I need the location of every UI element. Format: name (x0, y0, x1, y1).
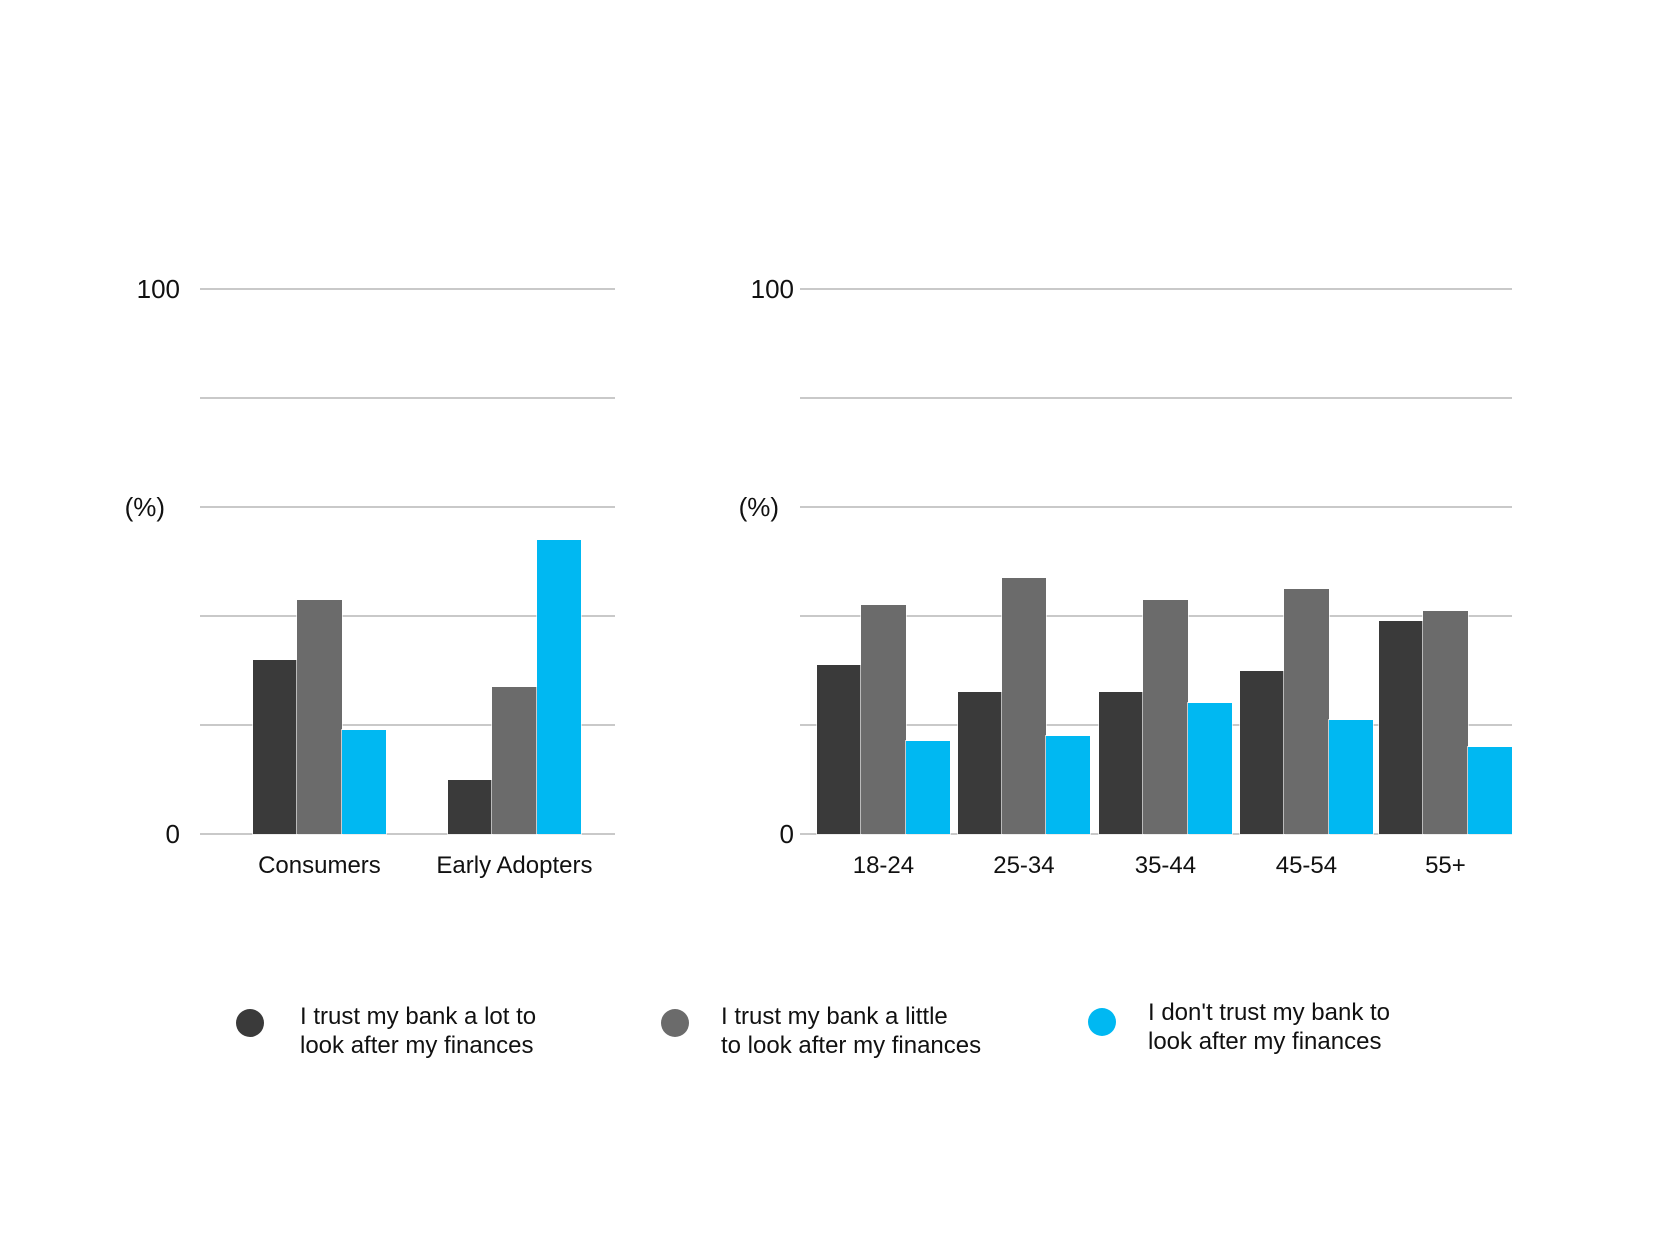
bar-gray-55+ (1423, 610, 1468, 834)
category-label-45-54: 45-54 (1275, 852, 1338, 879)
gridline-80 (800, 397, 1512, 399)
y-tick-0: 0 (779, 819, 794, 849)
legend-item-dont-trust: I don't trust my bank to look after my f… (1088, 999, 1408, 1068)
y-tick-100: 100 (750, 274, 794, 304)
y-tick-0: 0 (165, 819, 180, 849)
bar-cyan-35-44 (1187, 703, 1232, 834)
y-tick-100: 100 (136, 274, 180, 304)
gridline-100 (800, 288, 1512, 290)
legend-label-line: look after my finances (300, 1032, 534, 1059)
gridline-20 (200, 724, 615, 726)
bar-dark-55+ (1379, 621, 1424, 834)
gridline-60 (800, 506, 1512, 508)
gridline-40 (200, 615, 615, 617)
bar-dark-35-44 (1099, 692, 1144, 834)
bar-dark-Consumers (253, 659, 298, 834)
legend-label-line: look after my finances (1148, 1028, 1382, 1055)
bar-dark-45-54 (1240, 670, 1285, 834)
bar-gray-Consumers (297, 599, 342, 834)
category-label-25-34: 25-34 (993, 852, 1055, 879)
legend-label-line: I trust my bank a lot to (300, 1003, 537, 1030)
gridline-0 (800, 833, 1512, 835)
y-axis-unit-label: (%) (738, 492, 779, 522)
legend-swatch-trust-a-little-icon (661, 1009, 689, 1037)
bar-gray-35-44 (1143, 599, 1188, 834)
category-label-35-44: 35-44 (1134, 852, 1197, 879)
legend-swatch-dont-trust-icon (1088, 1008, 1116, 1036)
bar-cyan-Consumers (341, 730, 386, 834)
legend-label-line: to look after my finances (721, 1032, 982, 1059)
legend-item-trust-a-lot: I trust my bank a lot to look after my f… (236, 1003, 556, 1069)
bar-cyan-Early Adopters (536, 539, 581, 834)
gridline-100 (200, 288, 615, 290)
category-label-18-24: 18-24 (852, 852, 915, 879)
bar-gray-Early Adopters (492, 686, 537, 834)
y-axis-unit-label: (%) (124, 492, 165, 522)
bar-dark-25-34 (957, 692, 1002, 834)
bar-cyan-25-34 (1046, 735, 1091, 834)
gridline-80 (200, 397, 615, 399)
legend-label-line: I don't trust my bank to (1148, 999, 1391, 1026)
bar-cyan-45-54 (1328, 719, 1373, 834)
bar-dark-18-24 (817, 665, 862, 834)
legend-item-trust-a-little: I trust my bank a little to look after m… (661, 1003, 982, 1069)
bar-gray-25-34 (1001, 577, 1047, 834)
legend-swatch-trust-a-lot-icon (236, 1009, 264, 1037)
bar-gray-18-24 (861, 605, 906, 834)
bar-cyan-18-24 (905, 741, 950, 834)
bar-cyan-55+ (1467, 746, 1512, 834)
category-label-Consumers: Consumers (258, 852, 381, 879)
category-label-Early Adopters: Early Adopters (436, 852, 593, 879)
gridline-0 (200, 833, 615, 835)
gridline-60 (200, 506, 615, 508)
bar-dark-Early Adopters (448, 779, 493, 834)
bar-gray-45-54 (1284, 588, 1329, 834)
legend-label-line: I trust my bank a little (721, 1003, 948, 1030)
category-label-55+: 55+ (1425, 852, 1466, 879)
